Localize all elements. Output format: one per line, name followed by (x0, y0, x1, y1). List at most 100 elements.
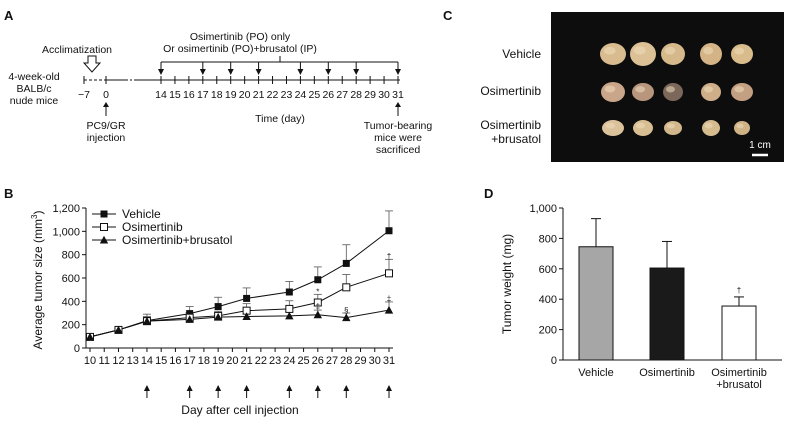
tumor-specimen (602, 120, 624, 136)
significance-marker: ‡ (387, 295, 391, 304)
legend-marker (99, 235, 109, 244)
bar (721, 305, 757, 361)
data-point-osimertinib-brusatol (213, 312, 223, 321)
chart-b-ylabel-close: ) (31, 211, 45, 215)
timeline-xlabel: Time (day) (255, 113, 305, 125)
dosing-arrow-icon-head (343, 385, 350, 391)
treatment-arrow-head-icon (255, 69, 262, 75)
chart-b-x-tick-label: 24 (283, 355, 295, 367)
mice-label-line: nude mice (10, 95, 59, 107)
acclimatization-label: Acclimatization (42, 44, 112, 56)
tumor-specimen (731, 83, 753, 101)
data-point-osimertinib-brusatol (142, 316, 152, 325)
chart-b-y-tick-label: 200 (62, 320, 80, 332)
timeline-day-label: 30 (378, 89, 390, 101)
significance-marker: * (316, 287, 319, 296)
significance-marker: † (387, 252, 391, 261)
chart-b-x-tick-label: 31 (383, 355, 395, 367)
tumor-specimen (630, 42, 656, 66)
data-point-osimertinib-brusatol (85, 332, 95, 341)
chart-d-y-tick-label: 600 (539, 264, 557, 276)
bar (578, 246, 614, 361)
day-zero-label: 0 (103, 89, 109, 101)
chart-b-x-tick-label: 22 (255, 355, 267, 367)
chart-b-ylabel-sup: 3 (30, 214, 39, 219)
timeline-day-label: 31 (392, 89, 404, 101)
data-point-vehicle (385, 227, 393, 235)
dosing-arrow-icon-head (314, 385, 321, 391)
chart-d-y-tick-label: 0 (551, 355, 557, 367)
timeline-day-label: 16 (183, 89, 195, 101)
data-point-osimertinib-brusatol (342, 313, 351, 322)
injection-label-line: injection (87, 132, 126, 144)
data-point-osimertinib (285, 304, 294, 313)
chart-b-y-tick-label: 0 (74, 343, 80, 355)
timeline-day-label: 21 (253, 89, 265, 101)
treatment-arrow-head-icon (395, 69, 401, 75)
chart-b-x-tick-label: 13 (127, 355, 139, 367)
tumor-highlight (666, 123, 675, 129)
chart-b-x-tick-label: 11 (99, 355, 110, 367)
chart-b-annotations: * ‡ § † ‡ (316, 252, 392, 315)
timeline-day-label: 28 (350, 89, 362, 101)
chart-b-x-tick-label: 21 (240, 355, 252, 367)
chart-b-x-tick-label: 20 (226, 355, 238, 367)
chart-b-y-tick-label: 400 (62, 296, 80, 308)
chart-b-y-tick-label: 1,000 (52, 226, 80, 238)
panel-c: C Vehicle Osimertinib Osimertinib +brusa… (443, 8, 784, 162)
chart-b-x-tick-label: 17 (184, 355, 196, 367)
significance-marker: † (737, 286, 741, 295)
chart-b-x-tick-label: 18 (198, 355, 210, 367)
dosing-arrow-icon-head (243, 385, 250, 391)
data-point-vehicle (214, 303, 222, 311)
chart-b-x-tick-label: 28 (340, 355, 352, 367)
chart-d-y-tick-label: 800 (539, 233, 557, 245)
timeline-day-label: 22 (267, 89, 279, 101)
acclimatization-arrow-icon (82, 55, 102, 73)
treatment-label-line2: Or osimertinib (PO)+brusatol (IP) (163, 43, 317, 55)
dosing-arrow-icon-head (143, 385, 150, 391)
treatment-arrow-head-icon (325, 69, 332, 75)
chart-b-x-tick-label: 27 (326, 355, 338, 367)
tumor-highlight (635, 86, 646, 93)
panel-c-letter: C (443, 8, 453, 23)
chart-b-x-tick-label: 19 (212, 355, 224, 367)
mice-label: 4-week-old BALB/c nude mice (8, 71, 60, 107)
tumor-highlight (703, 46, 714, 55)
scale-bar-label: 1 cm (749, 140, 771, 151)
photo-row-label: Osimertinib (480, 84, 541, 98)
timeline-day-label: 26 (322, 89, 334, 101)
mice-label-line: BALB/c (16, 83, 51, 95)
panel-b-letter: B (4, 186, 13, 201)
data-point-vehicle (342, 259, 350, 267)
day-minus7-label: −7 (78, 89, 90, 101)
data-point-osimertinib-brusatol (114, 325, 123, 334)
photo-row-label: +brusatol (491, 132, 541, 146)
data-point-vehicle (314, 276, 322, 284)
chart-d-y-tick-label: 1,000 (529, 203, 557, 215)
data-point-osimertinib-brusatol (313, 310, 323, 319)
timeline-day-label: 19 (225, 89, 237, 101)
chart-b-x-tick-label: 16 (169, 355, 181, 367)
timeline-day-label: 17 (197, 89, 209, 101)
chart-b-ylabel: Average tumor size (mm3) (30, 211, 45, 350)
chart-b-x-tick-label: 10 (84, 355, 96, 367)
sacrifice-arrow-head-icon (395, 102, 401, 107)
data-point-vehicle (186, 310, 194, 318)
chart-b-y-tick-label: 1,200 (52, 203, 80, 215)
chart-b-x-tick-label: 30 (369, 355, 381, 367)
tumor-highlight (734, 47, 745, 55)
tumor-specimen (600, 43, 626, 65)
data-point-vehicle (243, 294, 251, 302)
photo-row-label: Osimertinib (480, 118, 541, 132)
treatment-arrow-head-icon (158, 69, 164, 75)
treatment-arrow-head-icon (227, 69, 234, 75)
sacrifice-label-line: sacrificed (376, 144, 421, 156)
tumor-highlight (666, 86, 675, 93)
data-point-osimertinib (313, 298, 322, 307)
sacrifice-label-line: mice were (374, 132, 422, 144)
treatment-arrow-head-icon (199, 69, 206, 75)
data-point-osimertinib-brusatol (185, 315, 194, 323)
tumor-specimen (734, 121, 750, 135)
timeline-day-label: 27 (336, 89, 348, 101)
